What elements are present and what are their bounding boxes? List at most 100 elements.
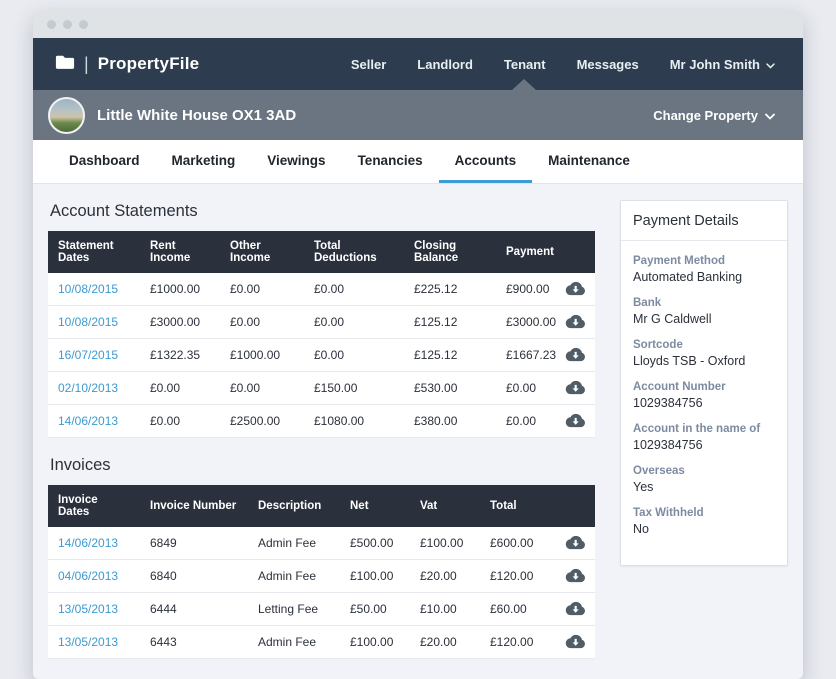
app-header: | PropertyFile Seller Landlord Tenant Messa… [33,38,803,90]
table-cell: £3000.00 [496,305,556,339]
payment-field-label: Overseas [633,465,685,477]
tab-accounts[interactable]: Accounts [438,140,533,183]
table-cell: £500.00 [340,527,410,560]
tab-viewings[interactable]: Viewings [267,152,326,168]
nav-item-tenant[interactable]: Tenant [504,57,546,72]
payment-field-value: Automated Banking [633,270,743,284]
property-name: Little White House OX1 3AD [97,106,297,124]
download-cell [556,404,595,438]
column-header: Rent Income [140,231,220,273]
active-nav-pointer [512,79,536,90]
payment-details-panel: Payment Details Payment Method Automated … [620,200,788,566]
download-cell [556,273,595,306]
tab-bar: Dashboard Marketing Viewings Tenancies Accou… [33,140,803,184]
change-property-label: Change Property [653,107,758,123]
payment-field-label: Account in the name of [633,423,761,435]
nav-item-label: Seller [350,56,387,72]
table-cell: £125.12 [404,338,496,372]
nav-item-mr-john-smith[interactable]: Mr John Smith [670,57,775,72]
nav-item-label: Mr John Smith [669,56,760,72]
cloud-download-icon[interactable] [565,600,586,616]
table-cell: £10.00 [410,592,480,626]
table-cell: £125.12 [404,305,496,339]
main-nav: Seller Landlord Tenant Messages Mr John Smit… [320,57,775,72]
nav-item-label: Messages [576,56,639,72]
cloud-download-icon[interactable] [565,412,586,428]
chevron-down-icon [766,57,775,72]
table-cell: £1000.00 [220,338,304,372]
tab-dashboard[interactable]: Dashboard [69,152,140,168]
date-link[interactable]: 10/08/2015 [48,273,140,306]
table-row: 02/10/2013 £0.00 £0.00 £150.00 £530.00 £0.00 [48,371,595,405]
table-cell: £100.00 [410,527,480,560]
table-cell: £1080.00 [304,404,404,438]
payment-field: Account Number 1029384756 [633,381,775,410]
download-cell [556,527,595,560]
logo-separator: | [84,53,89,74]
window-control-dot[interactable] [47,19,56,29]
date-link[interactable]: 13/05/2013 [48,625,140,659]
nav-item-seller[interactable]: Seller [351,57,386,72]
cloud-download-icon[interactable] [565,534,586,550]
property-photo-avatar[interactable] [48,96,85,134]
window-control-dot[interactable] [79,19,88,29]
table-cell: £150.00 [304,371,404,405]
nav-item-label: Tenant [503,56,546,72]
cloud-download-icon[interactable] [565,633,586,649]
table-cell: £1000.00 [140,273,220,306]
table-cell: £0.00 [220,273,304,306]
date-link[interactable]: 10/08/2015 [48,305,140,339]
date-link[interactable]: 14/06/2013 [48,404,140,438]
statements-heading: Account Statements [50,202,198,220]
window-control-dot[interactable] [63,19,72,29]
table-cell: £225.12 [404,273,496,306]
table-cell: £2500.00 [220,404,304,438]
download-cell [556,592,595,626]
account-statements-table: Statement Dates Rent Income Other Income To… [48,231,595,438]
cloud-download-icon[interactable] [565,379,586,395]
download-cell [556,559,595,593]
column-header: Total [480,485,556,527]
payment-field: Tax Withheld No [633,507,775,536]
date-link[interactable]: 02/10/2013 [48,371,140,405]
table-cell: £60.00 [480,592,556,626]
column-header: Vat [410,485,480,527]
cloud-download-icon[interactable] [565,567,586,583]
table-cell: £100.00 [340,559,410,593]
table-cell: £0.00 [304,305,404,339]
tab-maintenance[interactable]: Maintenance [548,152,630,168]
change-property-button[interactable]: Change Property [653,108,775,123]
date-link[interactable]: 16/07/2015 [48,338,140,372]
invoices-table: Invoice Dates Invoice Number Description Ne… [48,485,595,659]
table-row: 14/06/2013 £0.00 £2500.00 £1080.00 £380.00 £0… [48,404,595,438]
cloud-download-icon[interactable] [565,313,586,329]
nav-item-messages[interactable]: Messages [577,57,639,72]
date-link[interactable]: 04/06/2013 [48,559,140,593]
table-row: 13/05/2013 6443 Admin Fee £100.00 £20.00 £120… [48,625,595,659]
tab-tenancies[interactable]: Tenancies [357,152,423,168]
tab-marketing[interactable]: Marketing [171,152,236,168]
payment-field-value: Mr G Caldwell [633,312,712,326]
table-cell: £0.00 [220,305,304,339]
logo-text: PropertyFile [97,54,200,73]
table-cell: 6840 [140,559,248,593]
table-row: 13/05/2013 6444 Letting Fee £50.00 £10.00 £60… [48,592,595,626]
date-link[interactable]: 14/06/2013 [48,527,140,560]
propertyfile-logo[interactable]: | PropertyFile [55,54,199,75]
payment-field: Sortcode Lloyds TSB - Oxford [633,339,775,368]
payment-field: Account in the name of 1029384756 [633,423,775,452]
table-row: 16/07/2015 £1322.35 £1000.00 £0.00 £125.12 £1… [48,338,595,372]
cloud-download-icon[interactable] [565,346,586,362]
table-cell: 6849 [140,527,248,560]
download-cell [556,305,595,339]
table-cell: Admin Fee [248,559,340,593]
payment-field: Bank Mr G Caldwell [633,297,775,326]
date-link[interactable]: 13/05/2013 [48,592,140,626]
payment-field: Payment Method Automated Banking [633,255,775,284]
table-cell: £3000.00 [140,305,220,339]
cloud-download-icon[interactable] [565,280,586,296]
table-row: 04/06/2013 6840 Admin Fee £100.00 £20.00 £120… [48,559,595,593]
payment-field-label: Tax Withheld [633,507,704,519]
nav-item-landlord[interactable]: Landlord [417,57,473,72]
table-cell: £0.00 [220,371,304,405]
